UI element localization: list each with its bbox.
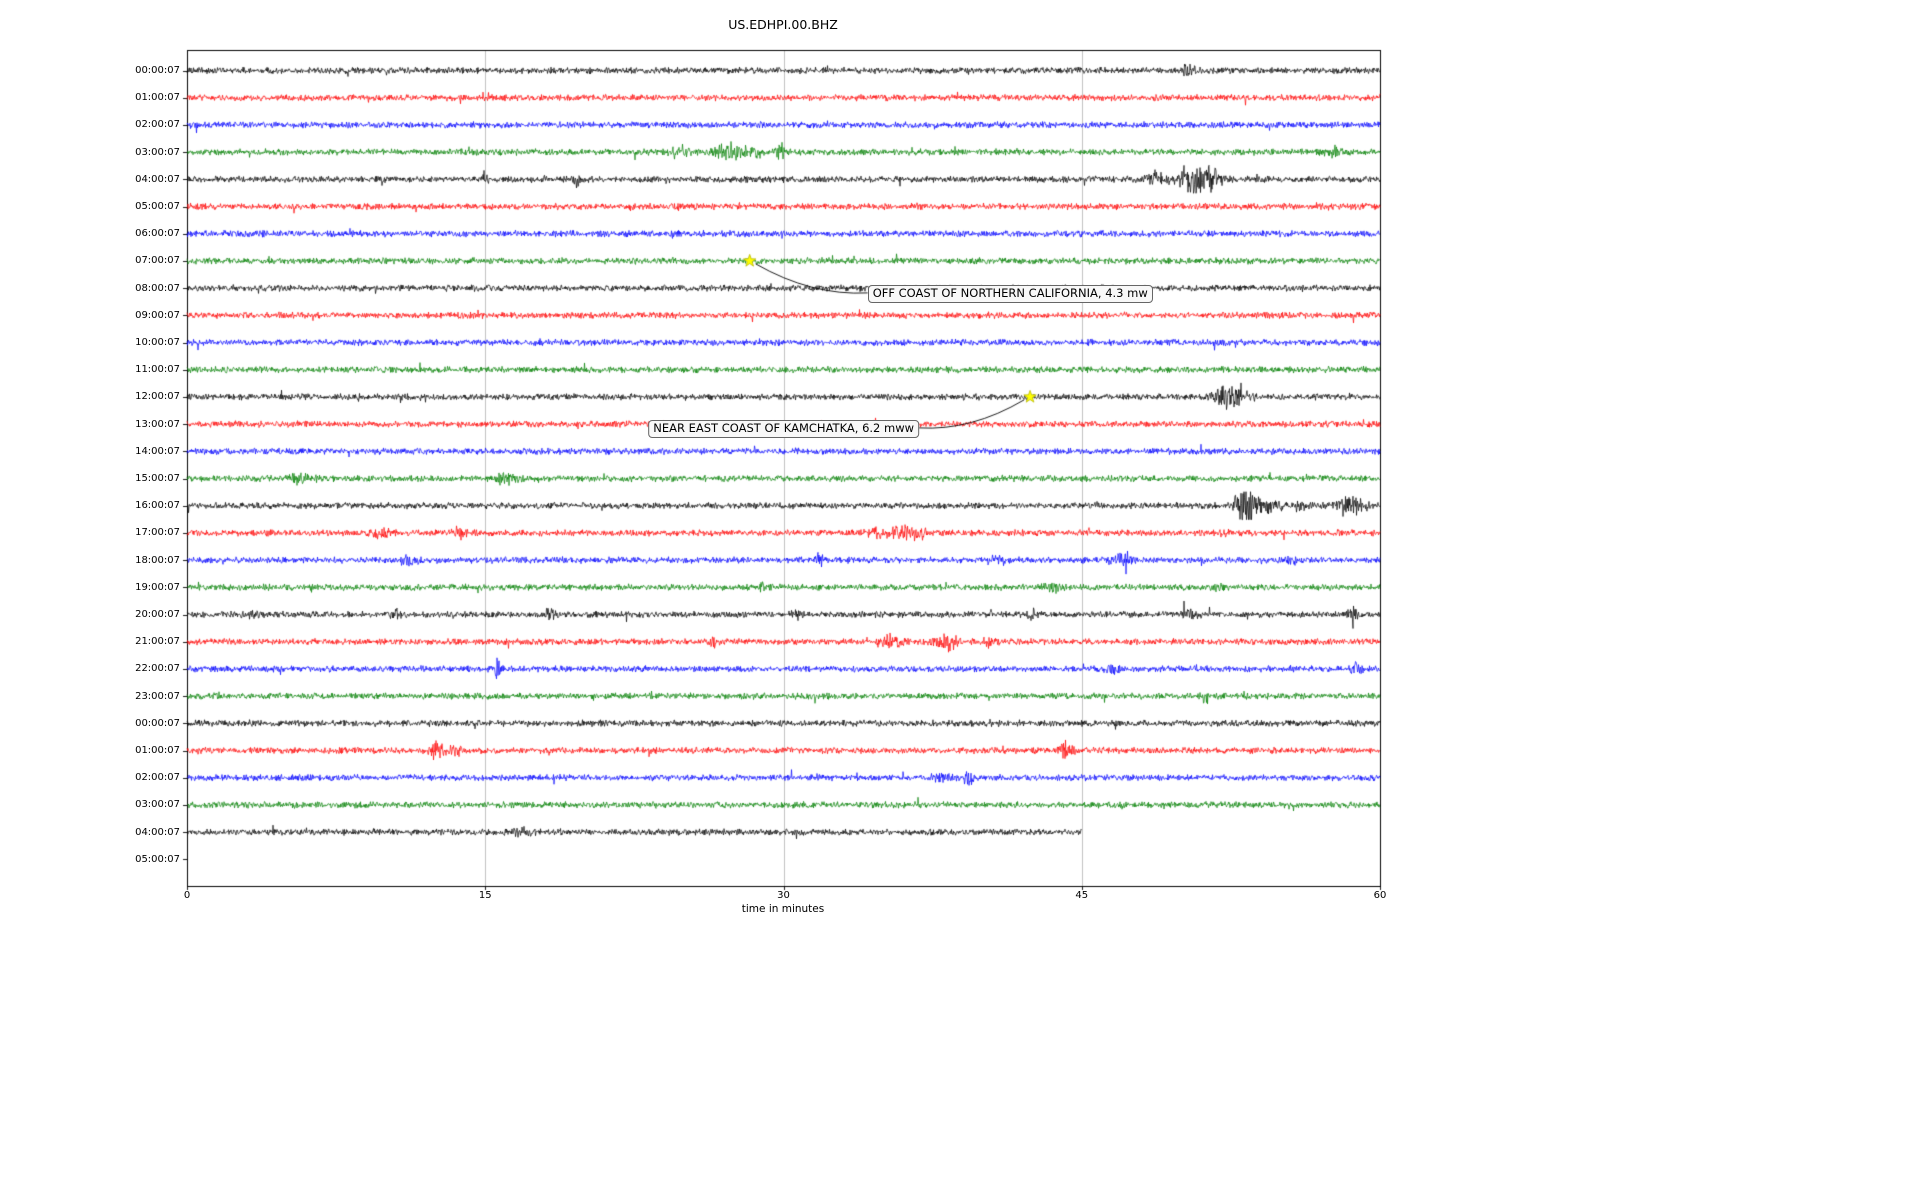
y-axis-time-label: 07:00:07 <box>135 255 180 267</box>
y-axis-time-label: 00:00:07 <box>135 717 180 729</box>
y-axis-time-label: 10:00:07 <box>135 337 180 348</box>
y-axis-time-label: 09:00:07 <box>135 309 180 321</box>
y-axis-time-label: 12:00:07 <box>135 391 180 403</box>
y-axis-time-label: 22:00:07 <box>135 663 180 675</box>
plot-title: US.EDHPI.00.BHZ <box>728 17 838 32</box>
x-axis-label: time in minutes <box>741 903 825 915</box>
y-axis-time-label: 13:00:07 <box>135 418 180 430</box>
y-axis-time-label: 15:00:07 <box>135 473 180 484</box>
y-axis-time-label: 02:00:07 <box>135 772 180 784</box>
y-axis-time-label: 17:00:07 <box>135 527 180 539</box>
y-axis-time-label: 01:00:07 <box>135 92 180 104</box>
y-axis-time-label: 11:00:07 <box>135 364 180 376</box>
y-axis-time-label: 02:00:07 <box>135 119 180 131</box>
y-axis-time-label: 23:00:07 <box>135 690 180 702</box>
x-axis-tick-label: 0 <box>183 890 191 901</box>
y-axis-time-label: 01:00:07 <box>135 745 180 756</box>
event-label: NEAR EAST COAST OF KAMCHATKA, 6.2 mww <box>648 419 920 438</box>
y-axis-time-label: 05:00:07 <box>135 853 180 865</box>
y-axis-time-label: 20:00:07 <box>135 609 180 620</box>
y-axis-time-label: 19:00:07 <box>135 581 180 593</box>
y-axis-time-label: 03:00:07 <box>135 146 180 158</box>
y-axis-time-label: 16:00:07 <box>135 500 180 512</box>
y-axis-time-label: 06:00:07 <box>135 228 180 240</box>
x-axis-tick-label: 60 <box>1373 890 1387 901</box>
y-axis-time-label: 04:00:07 <box>135 826 180 838</box>
y-axis-time-label: 05:00:07 <box>135 201 180 212</box>
y-axis-time-label: 21:00:07 <box>135 636 180 648</box>
x-axis-tick-label: 45 <box>1075 890 1089 901</box>
y-axis-time-label: 04:00:07 <box>135 173 180 185</box>
y-axis-time-label: 03:00:07 <box>135 799 180 811</box>
event-label: OFF COAST OF NORTHERN CALIFORNIA, 4.3 mw <box>867 284 1153 303</box>
y-axis-time-label: 00:00:07 <box>135 65 180 76</box>
x-axis-tick-label: 15 <box>478 890 492 901</box>
x-axis-tick-label: 30 <box>777 890 790 901</box>
y-axis-time-label: 14:00:07 <box>135 445 180 457</box>
y-axis-time-label: 18:00:07 <box>135 554 180 566</box>
y-axis-time-label: 08:00:07 <box>135 282 180 294</box>
